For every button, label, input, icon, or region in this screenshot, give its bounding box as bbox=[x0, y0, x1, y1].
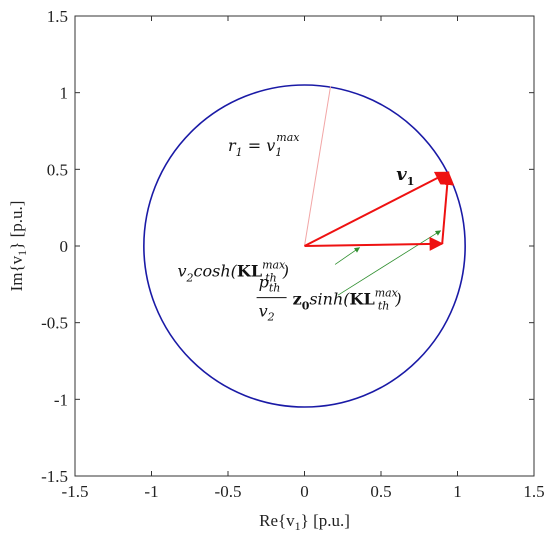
y-tick-label: -1 bbox=[54, 390, 68, 409]
y-axis-label: Im{v1} [p.u.] bbox=[7, 201, 29, 292]
annotations: r1 = v1max v1 v2cosh(KLmax th)pth v2 z0sinh(K… bbox=[178, 131, 415, 324]
y-tick-label: 0.5 bbox=[47, 160, 68, 179]
vector-1 bbox=[304, 236, 444, 251]
annotation-v1: v1 bbox=[396, 164, 414, 188]
y-tick-label: 1.5 bbox=[47, 7, 68, 26]
annotation-term2-numerator: pth bbox=[259, 273, 281, 295]
axis-labels: Re{v1} [p.u.] Im{v1} [p.u.] bbox=[7, 201, 350, 533]
circle-r1 bbox=[143, 84, 466, 408]
radius-line bbox=[304, 86, 332, 247]
annotation-term2-denominator: v2 bbox=[259, 302, 275, 324]
pointer-arrow-1 bbox=[334, 247, 361, 265]
x-tick-label: 1 bbox=[453, 482, 462, 501]
vector-2 bbox=[440, 171, 455, 244]
x-tick-label: 0 bbox=[300, 482, 309, 501]
vector-3 bbox=[304, 171, 450, 247]
x-tick-label: 1.5 bbox=[523, 482, 544, 501]
x-tick-label: -0.5 bbox=[215, 482, 242, 501]
series bbox=[143, 84, 466, 408]
annotation-r1: r1 = v1max bbox=[228, 131, 300, 159]
y-tick-label: 0 bbox=[60, 237, 69, 256]
x-tick-label: -1 bbox=[144, 482, 158, 501]
y-tick-label: -0.5 bbox=[41, 314, 68, 333]
ticks: -1.5 -1 -0.5 0 0.5 1 1.5 -1.5 -1 -0.5 0 0.5 1 1.5 bbox=[41, 7, 545, 501]
x-axis-label: Re{v1} [p.u.] bbox=[259, 511, 350, 533]
x-tick-label: 0.5 bbox=[370, 482, 391, 501]
annotation-term2-body: z0sinh(KLmax th) bbox=[293, 287, 402, 313]
annotation-term1: v2cosh(KLmax th) bbox=[178, 259, 290, 285]
y-tick-label: 1 bbox=[60, 84, 69, 103]
y-tick-label: -1.5 bbox=[41, 467, 68, 486]
x-tick-label: -1.5 bbox=[62, 482, 89, 501]
pointer-arrow-2 bbox=[337, 230, 442, 296]
